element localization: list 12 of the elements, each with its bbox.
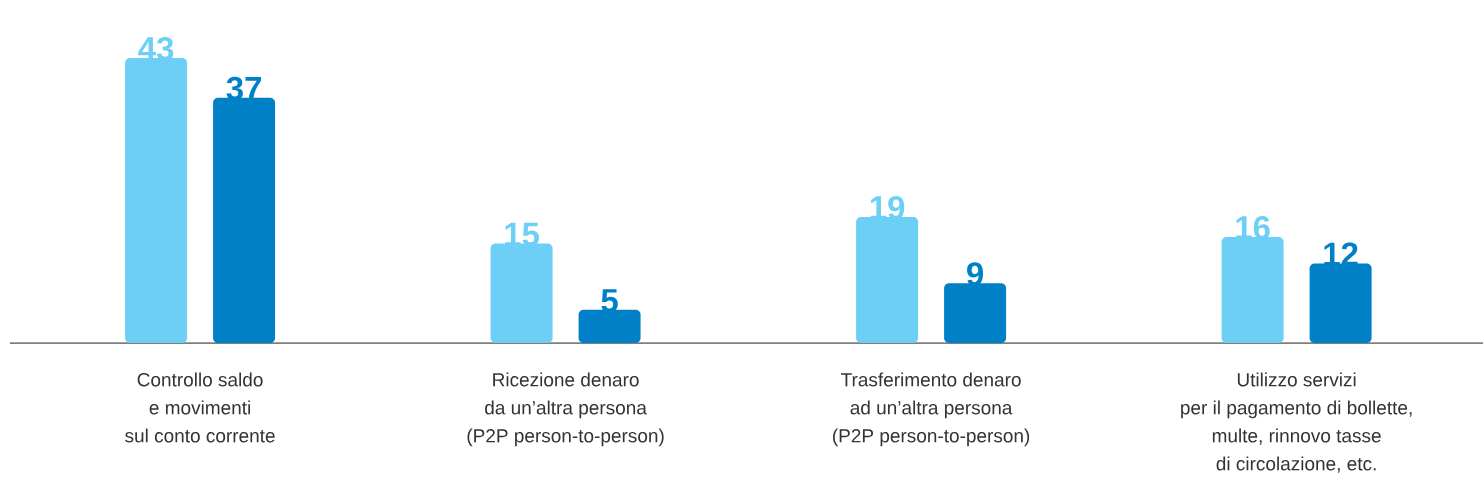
bar [1309,263,1372,343]
bar [490,243,553,343]
x-tick-label: Ricezione denaro da un’altra persona (P2P person-to-person) [467,372,664,447]
x-tick-label: Controllo saldo e movimenti sul conto corrente [125,372,275,443]
bar [856,217,919,343]
x-tick-label: Trasferimento denaro ad un’altra persona (P2P person-to-person) [833,372,1030,447]
bar [125,57,188,343]
bar [578,309,641,343]
bar [944,283,1007,343]
bar [1221,236,1284,343]
x-tick-label: Utilizzo servizi per il pagamento di bollette, multe, rinnovo tasse di circolazione, etc. [1181,372,1412,473]
bar [213,97,276,343]
